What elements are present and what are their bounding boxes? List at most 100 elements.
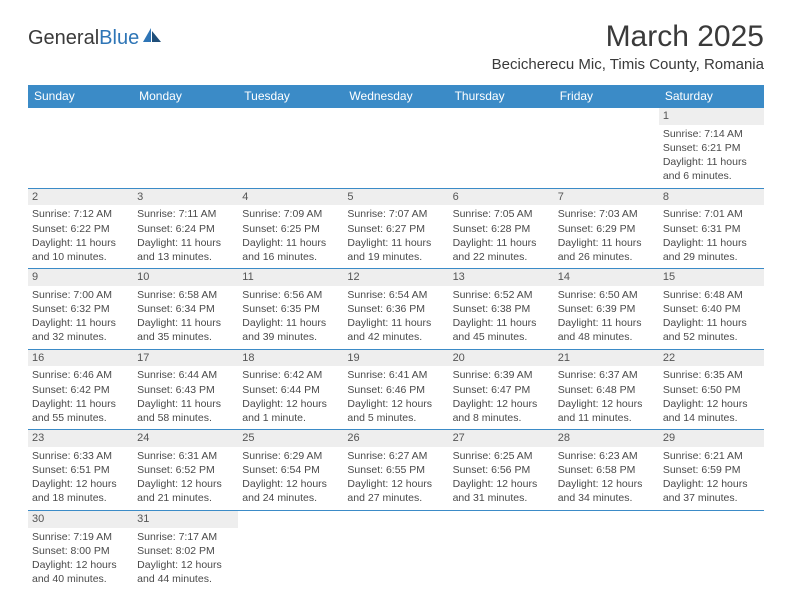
sunset-text: Sunset: 6:36 PM — [347, 302, 444, 316]
sunrise-text: Sunrise: 6:48 AM — [663, 288, 760, 302]
daylight-text: Daylight: 11 hours and 22 minutes. — [453, 236, 550, 264]
daylight-text: Daylight: 12 hours and 8 minutes. — [453, 397, 550, 425]
calendar-cell — [449, 108, 554, 189]
day-number: 10 — [133, 269, 238, 286]
header: GeneralBlue March 2025 Becicherecu Mic, … — [28, 20, 764, 77]
daylight-text: Daylight: 11 hours and 19 minutes. — [347, 236, 444, 264]
sunrise-text: Sunrise: 6:37 AM — [558, 368, 655, 382]
day-number: 18 — [238, 350, 343, 367]
location-text: Becicherecu Mic, Timis County, Romania — [492, 56, 764, 73]
day-number: 12 — [343, 269, 448, 286]
logo: GeneralBlue — [28, 26, 163, 50]
day-number: 11 — [238, 269, 343, 286]
daylight-text: Daylight: 11 hours and 16 minutes. — [242, 236, 339, 264]
day-number: 13 — [449, 269, 554, 286]
calendar-cell — [238, 510, 343, 590]
calendar-week: 2Sunrise: 7:12 AMSunset: 6:22 PMDaylight… — [28, 188, 764, 269]
day-number: 29 — [659, 430, 764, 447]
calendar-header-row: Sunday Monday Tuesday Wednesday Thursday… — [28, 85, 764, 108]
calendar-cell: 6Sunrise: 7:05 AMSunset: 6:28 PMDaylight… — [449, 188, 554, 269]
day-number: 4 — [238, 189, 343, 206]
daylight-text: Daylight: 12 hours and 24 minutes. — [242, 477, 339, 505]
sunrise-text: Sunrise: 6:21 AM — [663, 449, 760, 463]
daylight-text: Daylight: 11 hours and 13 minutes. — [137, 236, 234, 264]
day-number: 25 — [238, 430, 343, 447]
calendar-cell: 11Sunrise: 6:56 AMSunset: 6:35 PMDayligh… — [238, 269, 343, 350]
calendar-cell: 3Sunrise: 7:11 AMSunset: 6:24 PMDaylight… — [133, 188, 238, 269]
calendar-cell: 13Sunrise: 6:52 AMSunset: 6:38 PMDayligh… — [449, 269, 554, 350]
calendar-week: 1Sunrise: 7:14 AMSunset: 6:21 PMDaylight… — [28, 108, 764, 189]
title-block: March 2025 Becicherecu Mic, Timis County… — [492, 20, 764, 77]
sunset-text: Sunset: 6:51 PM — [32, 463, 129, 477]
sunrise-text: Sunrise: 7:00 AM — [32, 288, 129, 302]
sunrise-text: Sunrise: 6:23 AM — [558, 449, 655, 463]
sunset-text: Sunset: 6:46 PM — [347, 383, 444, 397]
calendar-cell: 16Sunrise: 6:46 AMSunset: 6:42 PMDayligh… — [28, 349, 133, 430]
daylight-text: Daylight: 12 hours and 37 minutes. — [663, 477, 760, 505]
sunrise-text: Sunrise: 6:44 AM — [137, 368, 234, 382]
sunset-text: Sunset: 6:47 PM — [453, 383, 550, 397]
calendar-week: 9Sunrise: 7:00 AMSunset: 6:32 PMDaylight… — [28, 269, 764, 350]
calendar-cell: 5Sunrise: 7:07 AMSunset: 6:27 PMDaylight… — [343, 188, 448, 269]
calendar-cell: 1Sunrise: 7:14 AMSunset: 6:21 PMDaylight… — [659, 108, 764, 189]
calendar-cell: 2Sunrise: 7:12 AMSunset: 6:22 PMDaylight… — [28, 188, 133, 269]
sunset-text: Sunset: 6:21 PM — [663, 141, 760, 155]
logo-text-2: Blue — [99, 27, 139, 50]
day-number: 31 — [133, 511, 238, 528]
day-number: 14 — [554, 269, 659, 286]
calendar-table: Sunday Monday Tuesday Wednesday Thursday… — [28, 85, 764, 590]
calendar-cell — [238, 108, 343, 189]
calendar-cell: 20Sunrise: 6:39 AMSunset: 6:47 PMDayligh… — [449, 349, 554, 430]
calendar-week: 16Sunrise: 6:46 AMSunset: 6:42 PMDayligh… — [28, 349, 764, 430]
calendar-cell: 19Sunrise: 6:41 AMSunset: 6:46 PMDayligh… — [343, 349, 448, 430]
sunset-text: Sunset: 6:28 PM — [453, 222, 550, 236]
daylight-text: Daylight: 12 hours and 21 minutes. — [137, 477, 234, 505]
sunrise-text: Sunrise: 6:33 AM — [32, 449, 129, 463]
sunrise-text: Sunrise: 6:35 AM — [663, 368, 760, 382]
sunrise-text: Sunrise: 6:56 AM — [242, 288, 339, 302]
calendar-cell: 29Sunrise: 6:21 AMSunset: 6:59 PMDayligh… — [659, 430, 764, 511]
daylight-text: Daylight: 12 hours and 31 minutes. — [453, 477, 550, 505]
sunset-text: Sunset: 6:24 PM — [137, 222, 234, 236]
daylight-text: Daylight: 11 hours and 42 minutes. — [347, 316, 444, 344]
sunset-text: Sunset: 6:31 PM — [663, 222, 760, 236]
calendar-week: 30Sunrise: 7:19 AMSunset: 8:00 PMDayligh… — [28, 510, 764, 590]
daylight-text: Daylight: 11 hours and 35 minutes. — [137, 316, 234, 344]
calendar-cell: 28Sunrise: 6:23 AMSunset: 6:58 PMDayligh… — [554, 430, 659, 511]
calendar-cell: 18Sunrise: 6:42 AMSunset: 6:44 PMDayligh… — [238, 349, 343, 430]
daylight-text: Daylight: 11 hours and 58 minutes. — [137, 397, 234, 425]
calendar-cell — [343, 108, 448, 189]
sunset-text: Sunset: 6:35 PM — [242, 302, 339, 316]
sunset-text: Sunset: 6:34 PM — [137, 302, 234, 316]
sunrise-text: Sunrise: 6:52 AM — [453, 288, 550, 302]
sunrise-text: Sunrise: 6:41 AM — [347, 368, 444, 382]
day-number: 19 — [343, 350, 448, 367]
day-number: 2 — [28, 189, 133, 206]
calendar-cell — [449, 510, 554, 590]
sunrise-text: Sunrise: 7:07 AM — [347, 207, 444, 221]
sunrise-text: Sunrise: 7:05 AM — [453, 207, 550, 221]
daylight-text: Daylight: 11 hours and 10 minutes. — [32, 236, 129, 264]
calendar-cell: 21Sunrise: 6:37 AMSunset: 6:48 PMDayligh… — [554, 349, 659, 430]
daylight-text: Daylight: 11 hours and 52 minutes. — [663, 316, 760, 344]
calendar-cell: 31Sunrise: 7:17 AMSunset: 8:02 PMDayligh… — [133, 510, 238, 590]
sunset-text: Sunset: 8:00 PM — [32, 544, 129, 558]
daylight-text: Daylight: 11 hours and 26 minutes. — [558, 236, 655, 264]
calendar-cell — [659, 510, 764, 590]
calendar-body: 1Sunrise: 7:14 AMSunset: 6:21 PMDaylight… — [28, 108, 764, 591]
sunrise-text: Sunrise: 7:19 AM — [32, 530, 129, 544]
calendar-cell: 9Sunrise: 7:00 AMSunset: 6:32 PMDaylight… — [28, 269, 133, 350]
col-monday: Monday — [133, 85, 238, 108]
day-number: 1 — [659, 108, 764, 125]
calendar-cell: 26Sunrise: 6:27 AMSunset: 6:55 PMDayligh… — [343, 430, 448, 511]
sunset-text: Sunset: 6:40 PM — [663, 302, 760, 316]
calendar-cell: 30Sunrise: 7:19 AMSunset: 8:00 PMDayligh… — [28, 510, 133, 590]
day-number: 28 — [554, 430, 659, 447]
sunset-text: Sunset: 6:58 PM — [558, 463, 655, 477]
daylight-text: Daylight: 12 hours and 5 minutes. — [347, 397, 444, 425]
calendar-cell: 24Sunrise: 6:31 AMSunset: 6:52 PMDayligh… — [133, 430, 238, 511]
col-sunday: Sunday — [28, 85, 133, 108]
day-number: 9 — [28, 269, 133, 286]
sunset-text: Sunset: 6:56 PM — [453, 463, 550, 477]
daylight-text: Daylight: 11 hours and 6 minutes. — [663, 155, 760, 183]
